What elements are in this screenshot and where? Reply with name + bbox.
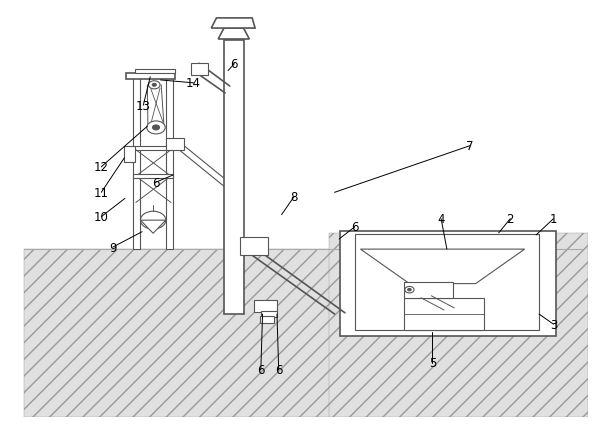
Text: 8: 8 [290, 190, 298, 203]
Bar [224, 41, 244, 314]
Bar [133, 146, 173, 150]
Text: 6: 6 [257, 363, 265, 376]
Text: 14: 14 [186, 77, 201, 90]
Bar [355, 234, 539, 331]
Bar [254, 300, 277, 312]
Text: 6: 6 [230, 58, 238, 71]
Text: 9: 9 [109, 241, 116, 254]
Bar [404, 282, 452, 298]
Text: 1: 1 [550, 213, 557, 226]
Text: 6: 6 [275, 363, 283, 376]
Text: 5: 5 [429, 357, 436, 369]
Polygon shape [218, 29, 250, 40]
Bar [329, 233, 588, 417]
Circle shape [140, 212, 166, 230]
Polygon shape [140, 221, 166, 234]
Bar [261, 311, 277, 317]
Bar [239, 237, 268, 256]
Text: 12: 12 [94, 161, 109, 174]
Bar [133, 175, 173, 179]
Bar [340, 231, 556, 337]
Bar [124, 146, 134, 162]
Text: 4: 4 [437, 213, 445, 226]
Text: 10: 10 [94, 211, 109, 224]
Circle shape [152, 126, 160, 131]
Text: 6: 6 [351, 221, 358, 234]
Bar [166, 138, 184, 150]
Circle shape [152, 84, 156, 87]
Bar [191, 63, 208, 75]
Circle shape [147, 122, 165, 135]
Text: 2: 2 [506, 213, 514, 226]
Circle shape [405, 287, 414, 293]
Bar [404, 298, 484, 331]
Bar [126, 74, 175, 80]
Text: 6: 6 [152, 176, 160, 189]
Polygon shape [211, 19, 255, 29]
Text: 7: 7 [466, 140, 473, 153]
Text: 11: 11 [94, 187, 109, 199]
Bar [260, 316, 274, 323]
Polygon shape [361, 250, 524, 284]
Text: 3: 3 [550, 318, 557, 331]
Bar [166, 78, 173, 250]
Bar [23, 250, 340, 417]
Bar [133, 78, 140, 250]
Text: 13: 13 [136, 99, 151, 112]
Bar [134, 70, 175, 74]
Circle shape [149, 82, 160, 89]
Circle shape [408, 289, 411, 291]
